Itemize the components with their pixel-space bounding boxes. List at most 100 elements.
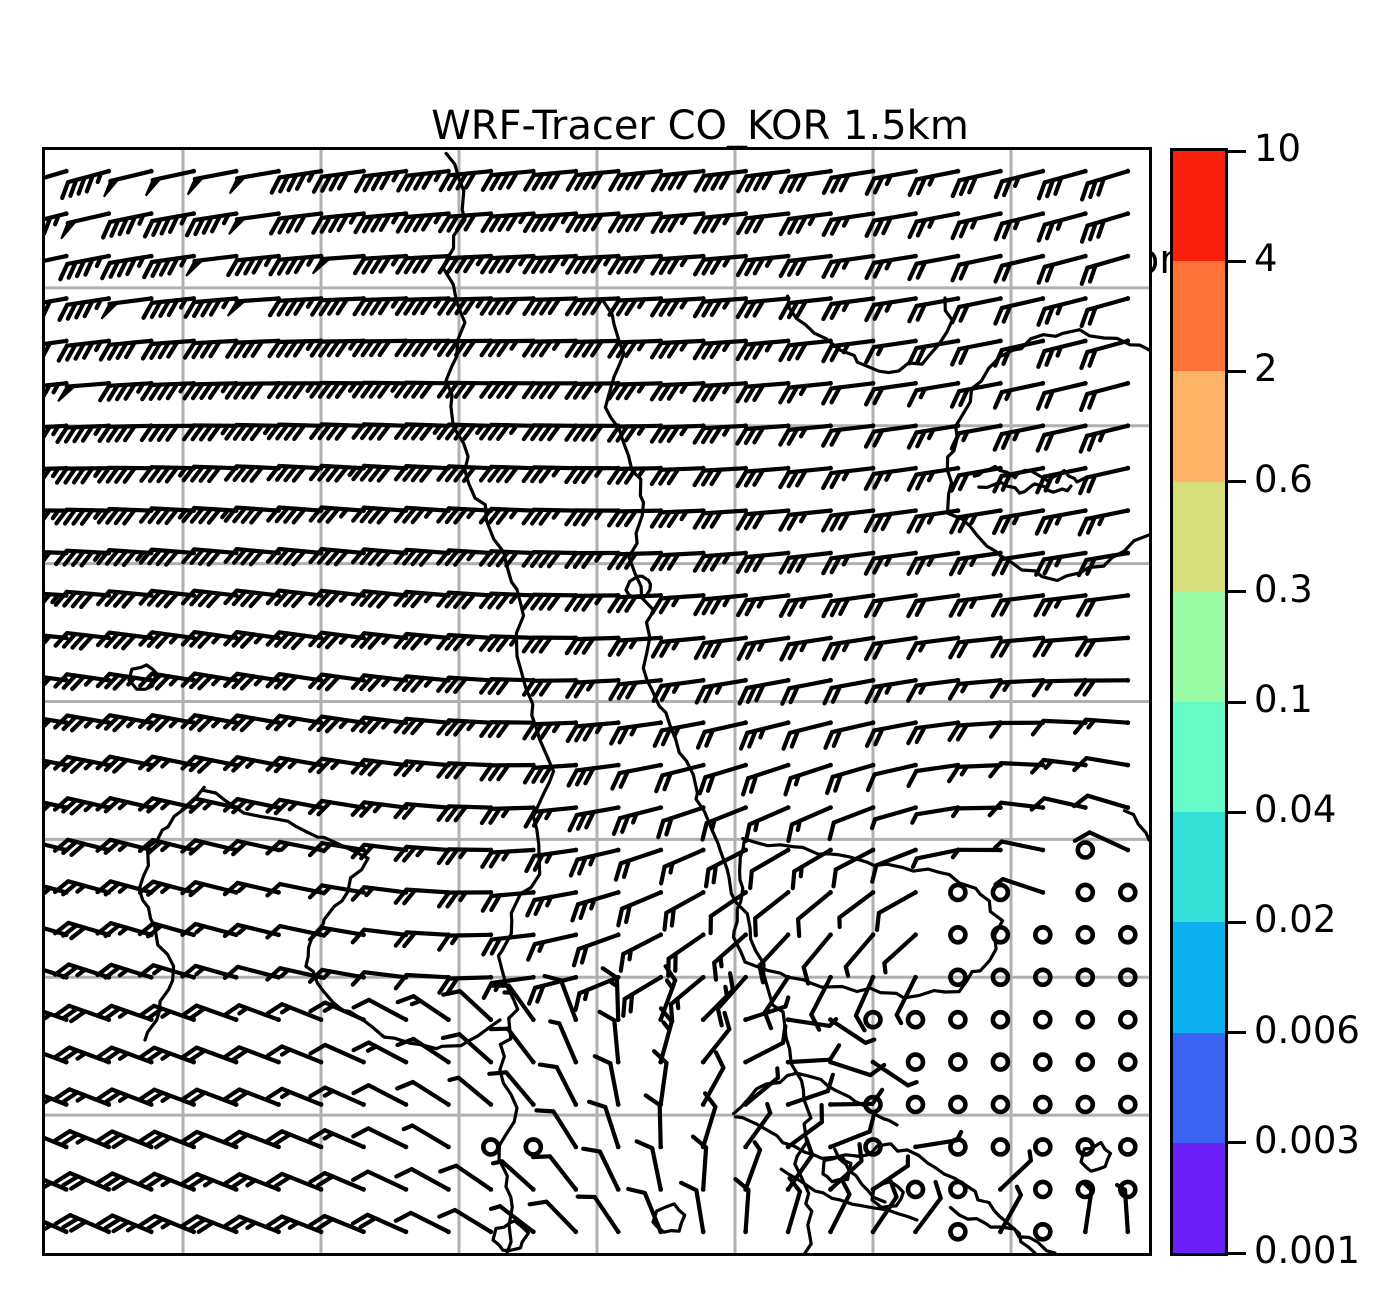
wind-barb-full: [106, 383, 120, 402]
wind-barb-full: [181, 464, 197, 483]
wind-barb-full: [225, 340, 239, 359]
wind-barb-full: [624, 339, 638, 359]
wind-barb-full: [649, 425, 664, 444]
wind-barb-full: [53, 589, 69, 607]
wind-barb-full: [231, 1090, 250, 1105]
wind-barb-half: [45, 1012, 53, 1021]
wind-barb-full: [583, 766, 596, 786]
wind-barb-full: [292, 339, 307, 358]
calm-wind-circle: [1032, 1094, 1053, 1115]
wind-barb-full: [436, 464, 451, 482]
wind-barb-full: [710, 213, 723, 233]
wind-barb-full: [223, 713, 240, 730]
wind-barb-full: [830, 174, 843, 194]
wind-barb-half: [338, 718, 350, 730]
wind-barb-full: [753, 172, 766, 192]
wind-barb-full: [857, 1141, 864, 1164]
wind-barb-half: [722, 213, 732, 226]
wind-barb-half: [518, 212, 528, 225]
wind-barb-full: [231, 1048, 250, 1062]
wind-barb-shaft: [608, 1061, 621, 1107]
wind-barb-full: [623, 466, 638, 485]
wind-barb-half: [137, 213, 146, 226]
wind-barb-full: [1001, 346, 1013, 366]
wind-barb-full: [993, 305, 1005, 326]
wind-barb-full: [69, 1219, 88, 1233]
wind-barb-half: [93, 466, 103, 478]
wind-barb-full: [307, 967, 325, 984]
wind-barb-full: [198, 465, 214, 483]
wind-barb-full: [325, 548, 341, 566]
wind-barb-full: [531, 808, 545, 828]
wind-barb-full: [190, 423, 205, 442]
wind-barb-half: [882, 960, 888, 975]
wind-barb-shaft: [701, 1027, 732, 1065]
wind-barb-full: [786, 342, 800, 362]
wind-barb-full: [69, 841, 87, 858]
wind-barb-shaft: [1085, 793, 1130, 810]
wind-barb-half: [501, 806, 511, 819]
wind-barb-full: [393, 972, 409, 991]
wind-barb-full: [521, 465, 536, 484]
wind-barb-shaft: [365, 1169, 408, 1192]
wind-barb-full: [566, 768, 579, 788]
wind-barb-half: [126, 675, 137, 687]
wind-barb-full: [480, 850, 494, 870]
wind-barb-full: [574, 767, 588, 787]
wind-barb-full: [116, 257, 129, 278]
wind-barb-full: [1087, 221, 1098, 242]
wind-barb-full: [572, 551, 587, 569]
wind-barb-full: [1043, 431, 1055, 451]
wind-barb-full: [241, 381, 256, 400]
wind-barb-full: [616, 906, 625, 928]
calm-wind-circle: [948, 924, 968, 945]
wind-barb-full: [615, 466, 630, 485]
wind-barb-shaft: [914, 805, 961, 817]
wind-barb-half: [594, 466, 604, 478]
wind-barb-full: [701, 341, 715, 360]
wind-barb-full: [137, 796, 155, 812]
wind-barb-full: [1087, 305, 1098, 326]
wind-barb-full: [579, 943, 589, 965]
wind-barb-full: [1087, 347, 1098, 368]
wind-barb-full: [1031, 679, 1046, 698]
wind-barb-full: [821, 217, 834, 238]
wind-barb-full: [241, 423, 256, 442]
wind-barb-full: [488, 297, 502, 316]
wind-barb-full: [991, 515, 1004, 536]
wind-barb-full: [138, 588, 155, 606]
wind-barb-full: [114, 424, 129, 443]
wind-barb-half: [117, 841, 130, 853]
wind-barb-full: [180, 671, 197, 688]
wind-barb-full: [623, 424, 638, 443]
wind-barb-full: [658, 1006, 674, 1024]
wind-barb-half: [178, 381, 188, 394]
wind-barb-full: [757, 963, 766, 985]
wind-barb-full: [906, 598, 919, 619]
wind-barb-full: [352, 297, 366, 317]
wind-barb-full: [326, 339, 341, 358]
wind-barb-full: [284, 381, 299, 400]
wind-barb-full: [58, 261, 70, 282]
calm-wind-circle: [990, 1094, 1011, 1115]
wind-barb-half: [718, 954, 724, 969]
wind-barb-full: [1078, 391, 1090, 412]
wind-barb-full: [532, 852, 545, 872]
wind-barb-full: [180, 1045, 199, 1060]
wind-barb-full: [914, 555, 927, 575]
wind-barb-shaft: [870, 1194, 899, 1234]
wind-barb-full: [830, 640, 843, 661]
wind-barb-full: [957, 471, 970, 492]
wind-barb-full: [872, 597, 885, 618]
wind-barb-full: [137, 879, 156, 895]
wind-barb-full: [190, 382, 205, 401]
wind-barb-full: [701, 596, 715, 616]
wind-barb-full: [66, 260, 78, 280]
wind-barb-full: [140, 341, 154, 361]
wind-barb-shaft: [456, 1075, 493, 1107]
calm-wind-circle: [990, 1137, 1011, 1157]
wind-barb-full: [701, 214, 715, 234]
wind-barb-full: [497, 213, 511, 233]
wind-barb-full: [200, 298, 214, 318]
wind-barb-full: [180, 1003, 199, 1018]
